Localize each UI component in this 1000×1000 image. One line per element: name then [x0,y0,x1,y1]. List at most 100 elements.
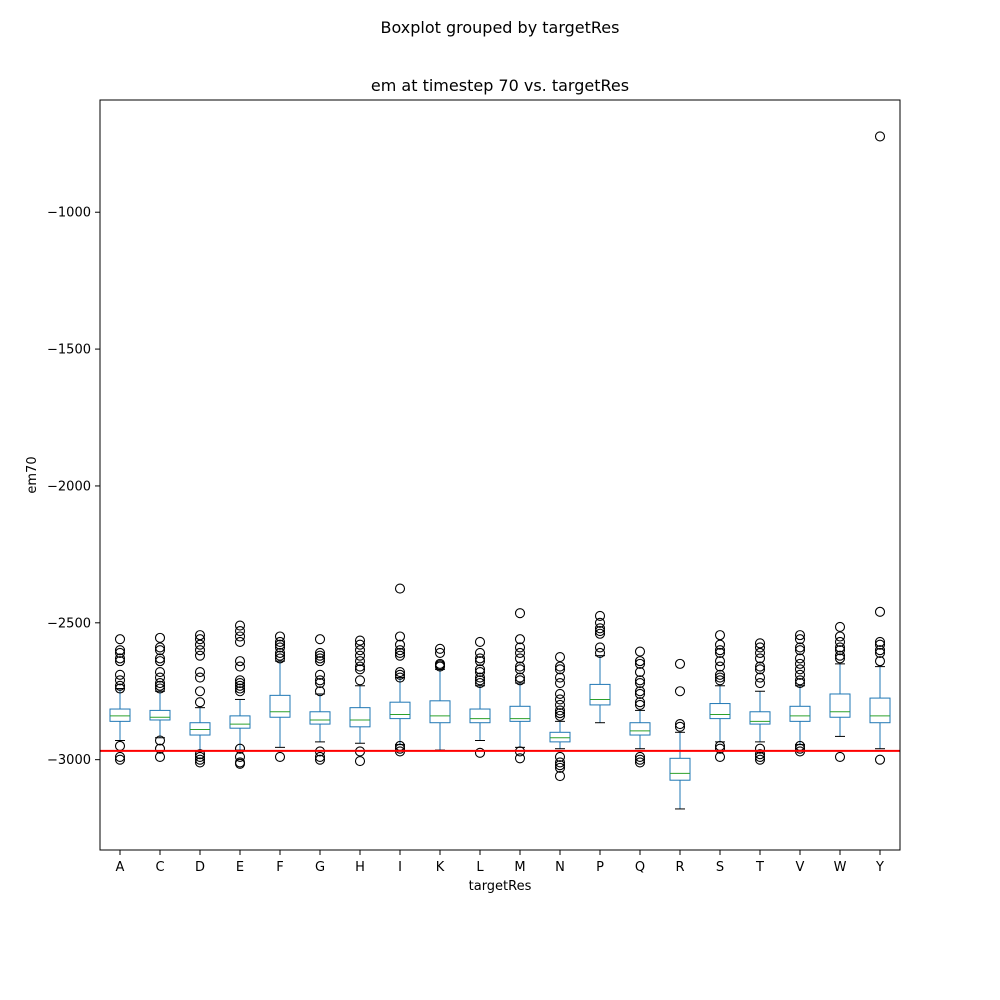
outlier-point [474,667,486,678]
x-tick-label: S [716,860,724,875]
boxes-layer [109,131,891,810]
outlier-point [794,658,806,669]
box-group [749,638,771,765]
outlier-point [314,647,326,658]
outlier-point [554,751,566,762]
outlier-point [354,755,366,767]
box-iqr [869,697,891,724]
x-tick-label: M [514,860,525,875]
box-iqr [669,757,691,781]
box-iqr [629,722,651,736]
outlier-point [314,686,326,697]
outlier-point [394,647,406,658]
outlier-point [554,757,566,768]
outlier-point [234,683,246,694]
box-group [869,131,891,765]
outlier-point [474,647,486,658]
outlier-point [714,661,726,672]
outlier-point [834,653,846,664]
outlier-point [114,683,126,694]
outlier-point [474,675,486,686]
outlier-point [274,647,286,658]
box-iqr [109,708,131,722]
x-tick-label: P [596,860,604,875]
outlier-point [194,686,206,697]
outlier-point [754,754,766,765]
outlier-point [554,694,566,705]
outlier-point [154,645,166,656]
outlier-point [834,650,846,661]
outlier-point [154,677,166,689]
outlier-point [634,646,646,657]
outlier-point [554,705,566,716]
box-group [509,608,531,764]
outlier-point [634,688,646,700]
box-group [269,631,291,762]
outlier-point [514,634,526,645]
x-tick-label: G [315,860,325,875]
box-group [589,610,611,724]
outlier-point [474,672,486,683]
outlier-point [314,653,326,664]
outlier-point [514,664,526,675]
box-group [629,646,651,768]
outlier-point [834,621,846,632]
y-tick-label: −1000 [47,206,91,221]
outlier-point [194,757,206,768]
outlier-point [794,743,806,754]
outlier-point [554,672,566,683]
outlier-point [314,675,326,686]
outlier-point [194,749,206,760]
x-tick-label: R [675,860,684,875]
outlier-point [714,751,726,762]
box-group [109,634,131,765]
outlier-point [354,650,366,661]
outlier-point [594,642,606,653]
outlier-point [634,699,646,710]
outlier-point [674,721,686,732]
outlier-point [354,645,366,656]
x-tick-label: H [355,860,365,875]
outlier-point [234,677,246,689]
outlier-point [754,743,766,754]
outlier-point [754,749,766,760]
outlier-point [394,743,406,754]
outlier-point [274,631,286,642]
outlier-point [794,645,806,656]
outlier-point [274,639,286,650]
box-group [829,621,851,762]
x-tick-label: C [155,860,164,875]
outlier-point [634,697,646,708]
outlier-point [634,754,646,765]
x-tick-label: Y [875,860,884,875]
outlier-point [234,620,246,631]
x-tick-label: T [755,860,764,875]
box-group [229,620,251,769]
outlier-point [114,645,126,656]
outlier-point [714,672,726,683]
outlier-point [394,583,406,594]
box-iqr [549,731,571,743]
outlier-point [514,661,526,672]
outlier-point [754,661,766,672]
x-tick-label: W [834,860,847,875]
x-tick-label: V [796,860,805,875]
x-tick-label: F [276,860,283,875]
outlier-point [314,669,326,680]
outlier-point [234,686,246,697]
outlier-point [554,661,566,672]
outlier-point [234,656,246,667]
box-group [469,636,491,758]
outlier-point [434,661,446,672]
outlier-point [794,677,806,689]
box-iqr [509,705,531,722]
outlier-point [714,639,726,650]
outlier-point [274,650,286,661]
x-tick-label: D [195,860,205,875]
outlier-point [234,758,246,769]
chart-title: em at timestep 70 vs. targetRes [370,76,630,95]
box-iqr [349,707,371,728]
outlier-point [634,675,646,686]
outlier-point [874,131,886,142]
box-group [669,658,691,810]
